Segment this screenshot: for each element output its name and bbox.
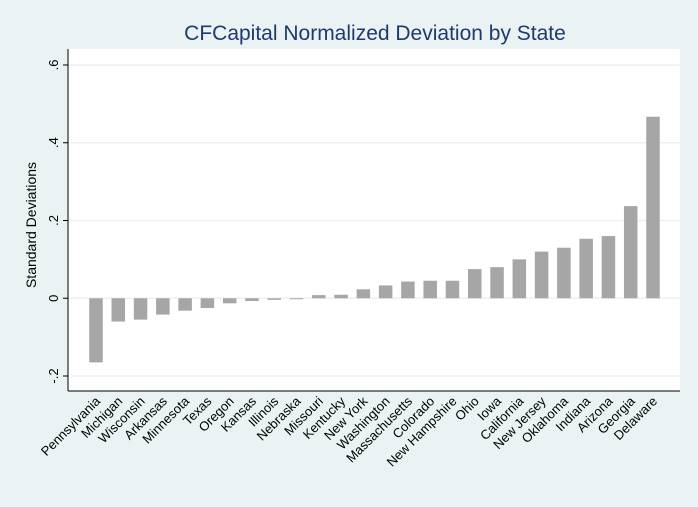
y-tick-label: .2	[46, 215, 61, 226]
bars	[89, 116, 660, 363]
bar-kansas	[245, 298, 259, 301]
bar-arkansas	[156, 298, 170, 315]
chart-title: CFCapital Normalized Deviation by State	[184, 22, 566, 45]
bar-georgia	[623, 206, 638, 299]
bar-arizona	[601, 236, 616, 299]
bar-colorado	[423, 280, 437, 299]
bar-iowa	[490, 267, 504, 299]
y-axis-title: Standard Deviations	[23, 162, 39, 288]
y-tick-label: 0	[46, 295, 61, 302]
bar-new-york	[356, 289, 371, 299]
y-axis: -.2 0 .2 .4 .6	[46, 49, 69, 391]
bar-oregon	[222, 298, 237, 304]
bar-indiana	[579, 238, 593, 299]
bar-washington	[378, 285, 393, 299]
bar-pennsylvania	[89, 298, 103, 363]
bar-missouri	[312, 295, 326, 299]
bar-minnesota	[178, 298, 192, 311]
y-tick-label: -.2	[46, 368, 61, 383]
x-axis: PennsylvaniaMichiganWisconsinArkansasMin…	[38, 390, 680, 470]
y-tick-label: .6	[46, 60, 61, 71]
bar-nebraska	[289, 298, 304, 300]
bar-ohio	[468, 269, 482, 299]
bar-illinois	[267, 298, 281, 300]
bar-michigan	[111, 298, 126, 322]
bar-oklahoma	[557, 247, 571, 299]
bar-texas	[200, 298, 215, 308]
bar-wisconsin	[133, 298, 148, 320]
bar-kentucky	[334, 294, 348, 299]
gridlines	[68, 64, 680, 377]
bar-new-hampshire	[445, 280, 460, 299]
bar-california	[512, 259, 527, 299]
bar-new-jersey	[534, 251, 549, 299]
bar-massachusetts	[401, 281, 415, 299]
bar-delaware	[646, 116, 660, 299]
y-tick-label: .4	[46, 137, 61, 148]
